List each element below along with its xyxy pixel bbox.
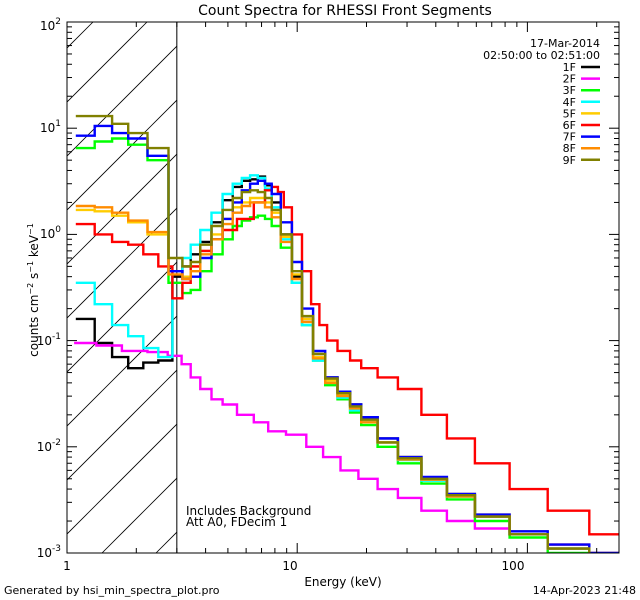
hatch-line: [67, 22, 94, 49]
date-label: 17-Mar-2014: [530, 37, 600, 50]
x-tick-label: 100: [502, 559, 525, 573]
hatch-line: [67, 261, 177, 373]
legend-label-9F: 9F: [563, 154, 576, 167]
series-layer: [74, 114, 619, 553]
y-tick-label: 101: [40, 119, 61, 135]
annotation-attenuator: Att A0, FDecim 1: [186, 515, 287, 529]
legend-label-1F: 1F: [563, 61, 576, 74]
x-tick-label: 1: [63, 559, 71, 573]
chart-title: Count Spectra for RHESSI Front Segments: [198, 3, 492, 19]
hatch-line: [67, 99, 177, 211]
legend-label-2F: 2F: [563, 73, 576, 86]
hatch-line: [67, 153, 177, 265]
legend-label-7F: 7F: [563, 131, 576, 144]
hatch-line: [67, 423, 177, 535]
hatch-line: [67, 207, 177, 319]
legend-label-8F: 8F: [563, 142, 576, 155]
time-range-label: 02:50:00 to 02:51:00: [483, 49, 600, 62]
y-tick-labels: 10-3 10-2 10-1 100 101 102: [37, 17, 62, 560]
hatched-region: [67, 22, 640, 553]
y-axis-label: counts cm−2 s−1 keV−1: [26, 223, 41, 357]
plot-frame: [66, 21, 620, 554]
legend-label-6F: 6F: [563, 119, 576, 132]
legend-label-4F: 4F: [563, 96, 576, 109]
y-tick-label: 100: [40, 225, 61, 241]
y-tick-label: 102: [40, 17, 61, 33]
series-line-7F: [75, 124, 619, 553]
y-tick-label: 10-3: [37, 544, 61, 560]
hatch-line: [67, 369, 177, 481]
series-line-9F: [75, 114, 591, 553]
annotation-background: Includes Background: [186, 504, 311, 518]
legend-label-5F: 5F: [563, 107, 576, 120]
series-line-3F: [75, 137, 591, 553]
y-tick-label: 10-1: [37, 332, 61, 348]
x-tick-label: 10: [282, 559, 297, 573]
series-line-2F: [74, 341, 619, 553]
legend-label-3F: 3F: [563, 84, 576, 97]
hatch-line: [426, 22, 640, 553]
axis-ticks: [66, 22, 619, 554]
hatch-line: [67, 45, 177, 157]
hatch-line: [67, 315, 177, 427]
x-axis-label: Energy (keV): [304, 575, 381, 589]
footer-timestamp: 14-Apr-2023 21:48: [533, 584, 636, 597]
y-tick-label: 10-2: [37, 438, 61, 454]
footer-generated-by: Generated by hsi_min_spectra_plot.pro: [4, 584, 220, 597]
hatch-line: [480, 22, 640, 553]
